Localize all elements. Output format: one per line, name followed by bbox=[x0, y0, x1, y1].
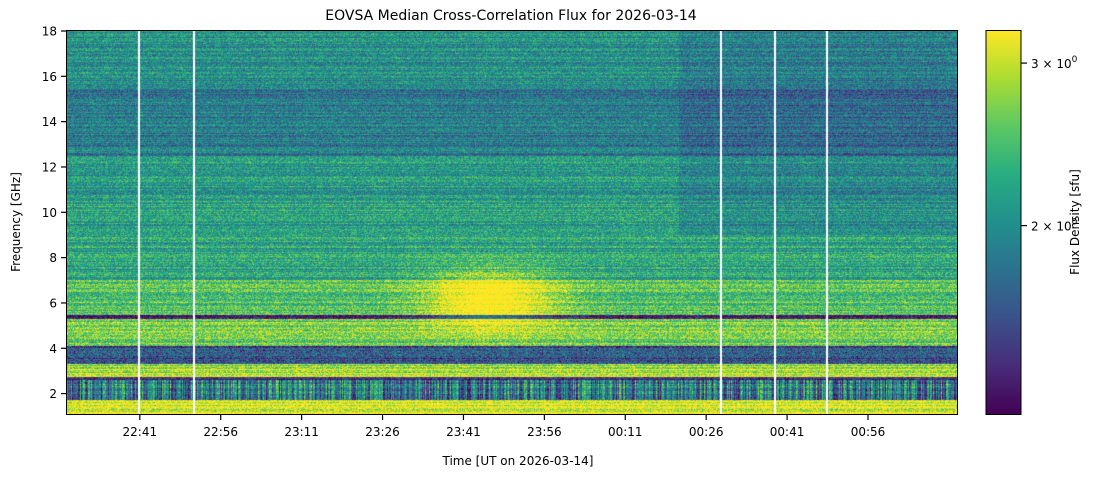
spectrogram-plot-area bbox=[67, 31, 957, 414]
colorbar-tick-exponent: 0 bbox=[1072, 55, 1078, 65]
colorbar-tick-label: 3 × 100 bbox=[1031, 55, 1078, 71]
x-tick-label: 23:41 bbox=[446, 425, 481, 439]
x-tick-label: 00:56 bbox=[851, 425, 886, 439]
x-tick-label: 22:56 bbox=[203, 425, 238, 439]
chart-title: EOVSA Median Cross-Correlation Flux for … bbox=[325, 8, 697, 24]
y-tick-label: 4 bbox=[49, 342, 57, 356]
colorbar-tick-label: 2 × 100 bbox=[1031, 218, 1078, 234]
y-axis-label: Frequency [GHz] bbox=[9, 172, 23, 272]
y-tick-label: 14 bbox=[42, 115, 57, 129]
x-tick-label: 22:41 bbox=[123, 425, 158, 439]
y-axis-ticks: 2 4 6 8 10 12 14 16 18 bbox=[42, 25, 67, 401]
x-axis-ticks: 22:41 22:56 23:11 23:26 23:41 23:56 00:11 00:26… bbox=[123, 414, 886, 439]
x-tick-label: 00:11 bbox=[608, 425, 643, 439]
colorbar bbox=[985, 30, 1022, 415]
colorbar-tick-mantissa: 3 × 10 bbox=[1031, 57, 1072, 71]
colorbar-label: Flux Density [sfu] bbox=[1068, 169, 1082, 275]
y-tick-label: 16 bbox=[42, 70, 57, 84]
x-tick-label: 23:11 bbox=[284, 425, 319, 439]
x-axis-label: Time [UT on 2026-03-14] bbox=[442, 454, 594, 468]
spectrogram-heatmap bbox=[67, 31, 957, 414]
x-tick-label: 00:26 bbox=[689, 425, 724, 439]
colorbar-tick-exponent: 0 bbox=[1072, 218, 1078, 228]
x-tick-label: 00:41 bbox=[770, 425, 805, 439]
y-tick-label: 2 bbox=[49, 387, 57, 401]
y-tick-label: 12 bbox=[42, 160, 57, 174]
y-tick-label: 10 bbox=[42, 206, 57, 220]
plot-frame bbox=[66, 30, 958, 415]
x-tick-label: 23:56 bbox=[527, 425, 562, 439]
y-tick-label: 18 bbox=[42, 25, 57, 39]
y-tick-label: 8 bbox=[49, 251, 57, 265]
x-tick-label: 23:26 bbox=[365, 425, 400, 439]
colorbar-tick-mantissa: 2 × 10 bbox=[1031, 220, 1072, 234]
y-tick-label: 6 bbox=[49, 296, 57, 310]
